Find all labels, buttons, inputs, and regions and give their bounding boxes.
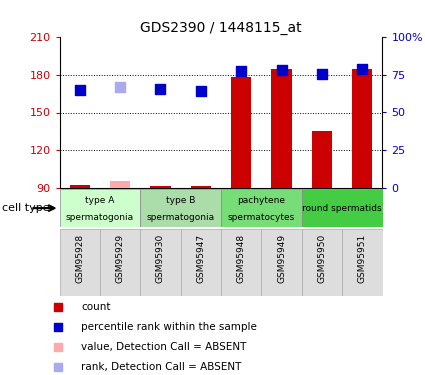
Text: spermatocytes: spermatocytes (228, 213, 295, 222)
Bar (342, 229, 382, 296)
Bar (312, 131, 332, 188)
Bar (261, 229, 302, 296)
Point (55, 324, 62, 330)
Point (359, 66, 366, 72)
Text: type B: type B (166, 196, 196, 205)
Text: type A: type A (85, 196, 115, 205)
Point (278, 67, 285, 73)
Point (238, 68, 244, 74)
Bar (140, 189, 221, 227)
Text: count: count (81, 302, 110, 312)
Point (318, 71, 325, 77)
Text: GSM95929: GSM95929 (116, 234, 125, 283)
Point (55, 344, 62, 350)
Text: GSM95951: GSM95951 (358, 234, 367, 284)
Bar (60, 229, 100, 296)
Text: rank, Detection Call = ABSENT: rank, Detection Call = ABSENT (81, 362, 241, 372)
Text: GSM95950: GSM95950 (317, 234, 326, 284)
Bar (221, 189, 302, 227)
Point (76, 87, 83, 93)
Bar (272, 69, 292, 188)
Text: pachytene: pachytene (238, 196, 285, 205)
Point (197, 88, 204, 94)
Text: GSM95930: GSM95930 (156, 234, 165, 284)
Text: GSM95948: GSM95948 (237, 234, 246, 283)
Bar (191, 186, 211, 188)
Bar (150, 186, 170, 188)
Text: spermatogonia: spermatogonia (147, 213, 215, 222)
Text: spermatogonia: spermatogonia (66, 213, 134, 222)
Bar (100, 229, 140, 296)
Bar (352, 69, 372, 188)
Point (55, 304, 62, 310)
Text: percentile rank within the sample: percentile rank within the sample (81, 322, 257, 332)
Text: GSM95947: GSM95947 (196, 234, 205, 283)
Bar (181, 229, 221, 296)
Bar (70, 185, 90, 188)
Bar (110, 181, 130, 188)
Text: cell type: cell type (2, 203, 50, 213)
Point (55, 364, 62, 370)
Text: GSM95949: GSM95949 (277, 234, 286, 283)
Title: GDS2390 / 1448115_at: GDS2390 / 1448115_at (140, 21, 302, 35)
Text: GSM95928: GSM95928 (75, 234, 84, 283)
Bar (302, 229, 342, 296)
Bar (140, 229, 181, 296)
Point (157, 86, 164, 92)
Text: value, Detection Call = ABSENT: value, Detection Call = ABSENT (81, 342, 246, 352)
Bar (221, 229, 261, 296)
Point (116, 84, 123, 90)
Bar (60, 189, 140, 227)
Bar (302, 189, 382, 227)
Text: round spermatids: round spermatids (302, 204, 382, 213)
Bar (231, 78, 251, 188)
